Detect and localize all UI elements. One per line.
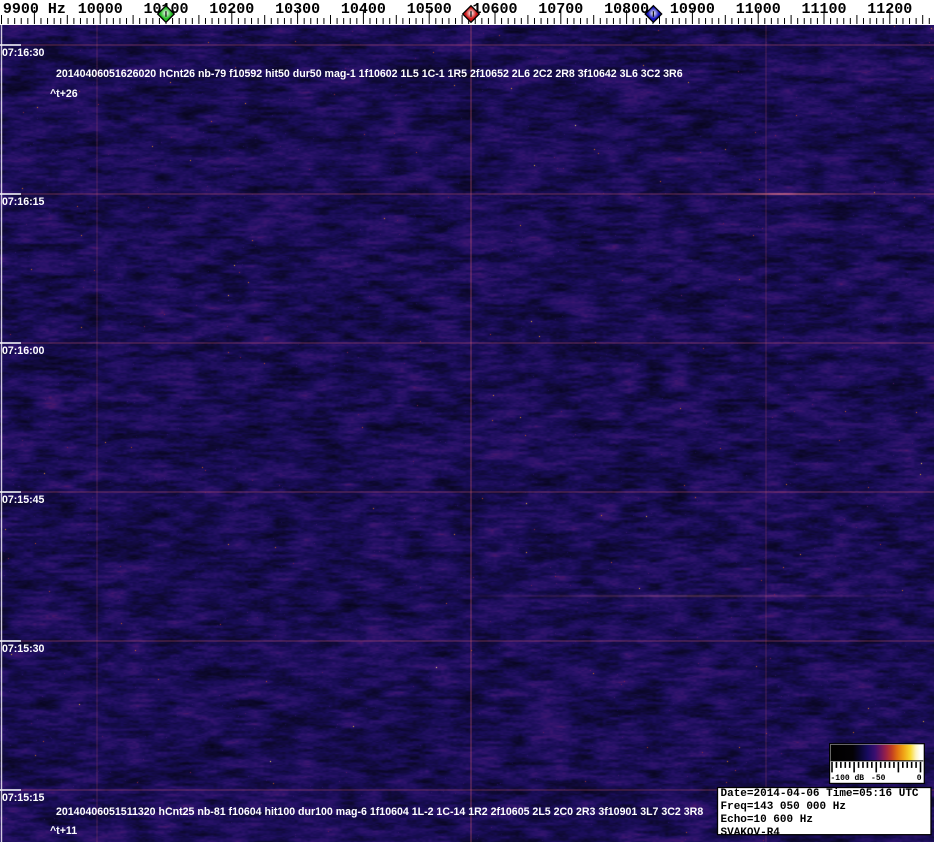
svg-text:-50: -50: [871, 774, 886, 783]
svg-text:^t+26: ^t+26: [50, 88, 78, 100]
svg-text:^t+11: ^t+11: [50, 825, 77, 837]
svg-text:Freq=143 050 000 Hz: Freq=143 050 000 Hz: [721, 801, 846, 813]
svg-text:10900: 10900: [670, 1, 715, 18]
svg-text:20140406051511320 hCnt25 nb-81: 20140406051511320 hCnt25 nb-81 f10604 hi…: [56, 806, 703, 818]
svg-text:07:16:15: 07:16:15: [2, 196, 45, 208]
svg-text:20140406051626020 hCnt26 nb-79: 20140406051626020 hCnt26 nb-79 f10592 hi…: [56, 68, 683, 80]
svg-text:10000: 10000: [78, 1, 123, 18]
svg-text:07:15:30: 07:15:30: [2, 643, 45, 655]
svg-text:07:15:45: 07:15:45: [2, 494, 45, 506]
svg-text:10300: 10300: [275, 1, 320, 18]
svg-text:10400: 10400: [341, 1, 386, 18]
svg-text:10700: 10700: [538, 1, 583, 18]
svg-text:0: 0: [917, 774, 922, 783]
svg-text:07:15:15: 07:15:15: [2, 792, 45, 804]
svg-text:11100: 11100: [801, 1, 846, 18]
svg-text:Date=2014-04-06 Time=05:16 UTC: Date=2014-04-06 Time=05:16 UTC: [721, 788, 919, 800]
svg-text:10600: 10600: [472, 1, 517, 18]
svg-text:07:16:00: 07:16:00: [2, 345, 45, 357]
svg-text:-100 dB: -100 dB: [831, 774, 865, 783]
svg-text:11000: 11000: [736, 1, 781, 18]
svg-text:SVAKOV-R4: SVAKOV-R4: [721, 827, 781, 839]
svg-text:9900 Hz: 9900 Hz: [3, 1, 66, 18]
svg-text:07:16:30: 07:16:30: [2, 47, 45, 59]
svg-text:10500: 10500: [407, 1, 452, 18]
svg-text:10200: 10200: [209, 1, 254, 18]
svg-text:Echo=10 600 Hz: Echo=10 600 Hz: [721, 814, 813, 826]
svg-text:10800: 10800: [604, 1, 649, 18]
svg-text:11200: 11200: [867, 1, 912, 18]
